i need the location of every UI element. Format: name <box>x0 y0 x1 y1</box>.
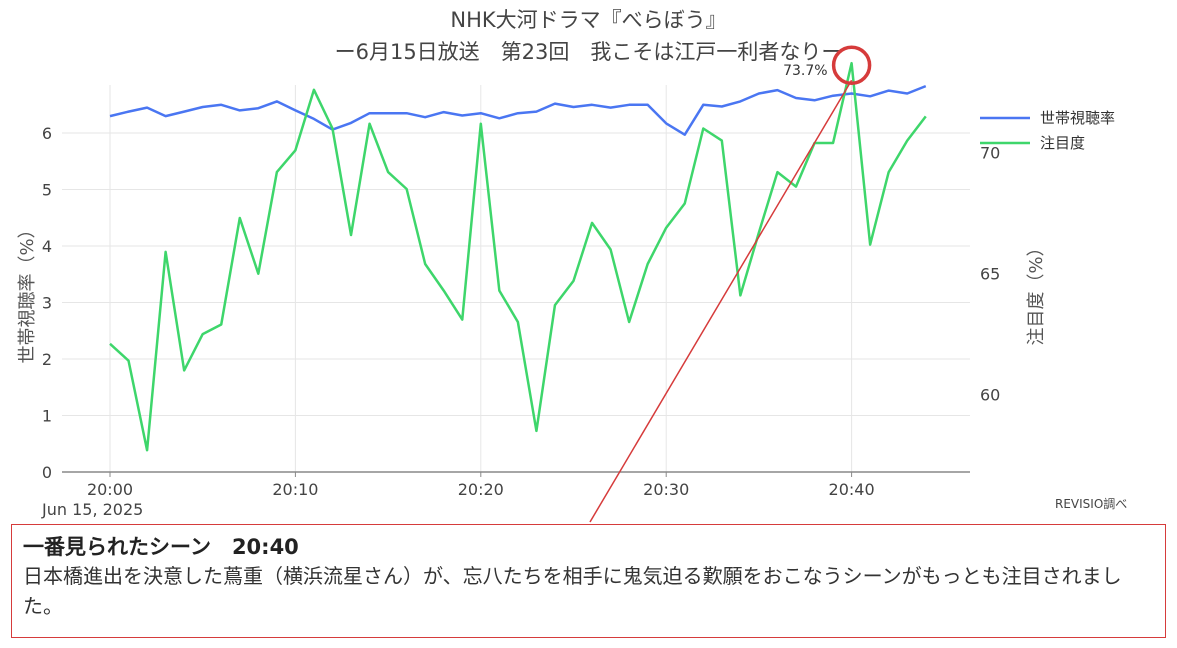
right-y-axis-ticks: 60 65 70 <box>980 144 1000 405</box>
x-tick-label: 20:30 <box>643 480 689 499</box>
left-y-tick-label: 0 <box>42 463 52 482</box>
chart-title-line1: NHK大河ドラマ『べらぼう』 <box>450 8 727 32</box>
x-tick-label: 20:10 <box>272 480 318 499</box>
x-tick-label: 20:20 <box>458 480 504 499</box>
series-line-attention <box>109 61 927 452</box>
legend-label: 世帯視聴率 <box>1040 109 1115 127</box>
right-y-axis-label: 注目度（%） <box>1026 238 1047 345</box>
peak-value-label: 73.7% <box>783 63 827 79</box>
right-y-tick-label: 60 <box>980 386 1000 405</box>
peak-highlight-circle <box>831 45 872 85</box>
right-y-tick-label: 65 <box>980 265 1000 284</box>
callout-connector-line <box>589 79 853 523</box>
left-y-tick-label: 1 <box>42 407 52 426</box>
left-y-axis-label: 世帯視聴率（%） <box>17 220 38 363</box>
left-y-tick-label: 6 <box>42 124 52 143</box>
scene-heading: 一番見られたシーン 20:40 <box>23 535 299 559</box>
x-tick-label: 20:40 <box>829 480 875 499</box>
x-tick-label: 20:00 <box>87 480 133 499</box>
left-y-tick-label: 2 <box>42 350 52 369</box>
x-axis-ticks: 20:00 20:10 20:20 20:30 20:40 <box>87 472 875 499</box>
x-axis-date-label: Jun 15, 2025 <box>41 500 143 519</box>
peak-annotation: 73.7% <box>589 45 872 523</box>
left-y-tick-label: 5 <box>42 181 52 200</box>
series-line-household-rating <box>109 84 927 136</box>
left-y-axis-ticks: 0 1 2 3 4 5 6 <box>42 124 52 482</box>
scene-callout-box: 一番見られたシーン 20:40 日本橋進出を決意した蔦重（横浜流星さん）が、忘八… <box>11 524 1166 638</box>
grid-lines <box>62 85 970 472</box>
chart-title: NHK大河ドラマ『べらぼう』 ー6月15日放送 第23回 我こそは江戸一利者なり… <box>0 4 1177 68</box>
legend-label: 注目度 <box>1040 134 1085 152</box>
scene-description: 日本橋進出を決意した蔦重（横浜流星さん）が、忘八たちを相手に鬼気迫る歎願をおこな… <box>23 564 1122 618</box>
chart-title-line2: ー6月15日放送 第23回 我こそは江戸一利者なりー <box>334 40 843 64</box>
left-y-tick-label: 4 <box>42 237 52 256</box>
right-y-tick-label: 70 <box>980 144 1000 163</box>
series-lines <box>109 61 927 452</box>
source-note: REVISIO調べ <box>1055 497 1128 511</box>
left-y-tick-label: 3 <box>42 294 52 313</box>
